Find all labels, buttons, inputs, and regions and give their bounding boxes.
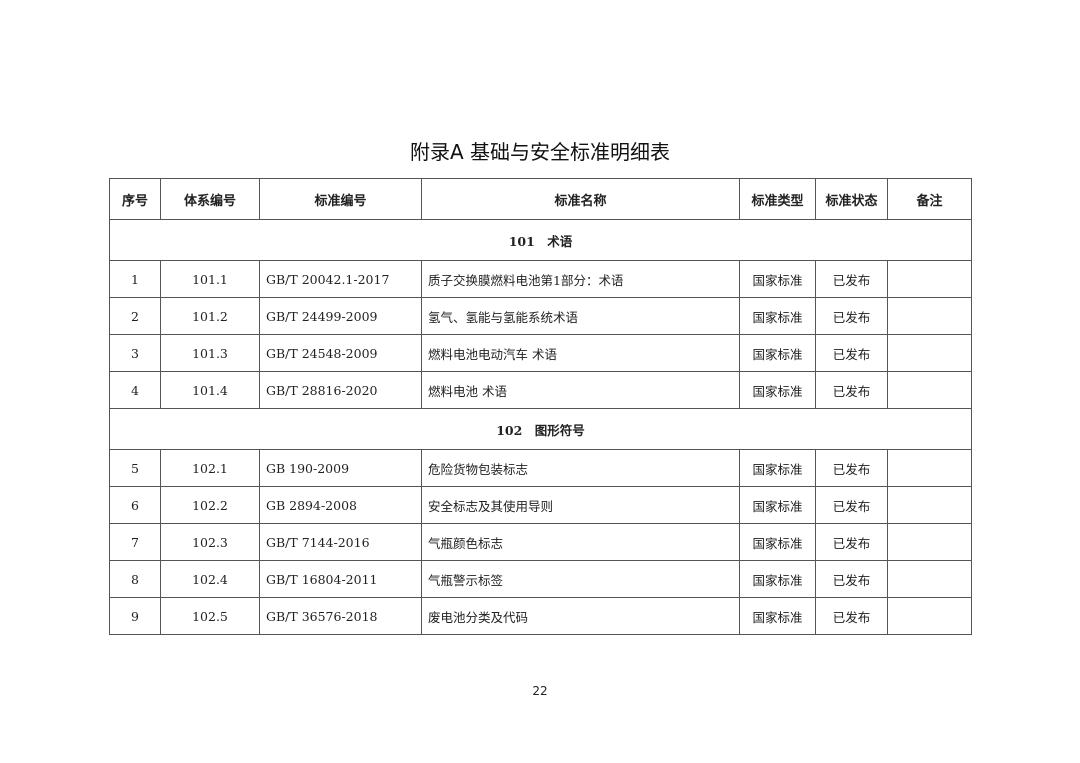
standard-type-cell: 国家标准	[739, 449, 816, 487]
serial-cell: 8	[109, 560, 161, 598]
remarks-cell	[887, 260, 972, 298]
table-row: 1 101.1 GB/T 20042.1-2017 质子交换膜燃料电池第1部分：术语国…	[109, 260, 972, 298]
standard-number-cell: GB/T 36576-2018	[259, 597, 422, 635]
standard-status-cell: 已发布	[815, 334, 888, 372]
serial-cell: 1	[109, 260, 161, 298]
standard-name-cell: 燃料电池 术语	[421, 371, 740, 409]
standard-number-cell: GB/T 24548-2009	[259, 334, 422, 372]
standard-status-cell: 已发布	[815, 297, 888, 335]
serial-cell: 4	[109, 371, 161, 409]
standard-type-cell: 国家标准	[739, 486, 816, 524]
page-title: 附录A 基础与安全标准明细表	[409, 140, 671, 164]
standard-number-cell: GB/T 7144-2016	[259, 523, 422, 561]
standard-name-cell: 安全标志及其使用导则	[421, 486, 740, 524]
standard-status-cell: 已发布	[815, 597, 888, 635]
header-cell: 体系编号	[160, 178, 260, 220]
section-label: 101 术语	[109, 219, 972, 261]
standard-name-cell: 危险货物包装标志	[421, 449, 740, 487]
remarks-cell	[887, 486, 972, 524]
section-label: 102 图形符号	[109, 408, 972, 450]
standards-table: 序号 体系编号 标准编号 标准名称 标准类型 标准状态 备注 101 术语 1 10…	[109, 178, 972, 635]
serial-cell: 2	[109, 297, 161, 335]
standard-status-cell: 已发布	[815, 560, 888, 598]
serial-cell: 9	[109, 597, 161, 635]
header-cell: 备注	[887, 178, 972, 220]
standard-number-cell: GB 190-2009	[259, 449, 422, 487]
standard-status-cell: 已发布	[815, 449, 888, 487]
serial-cell: 6	[109, 486, 161, 524]
table-row: 2 101.2 GB/T 24499-2009 氢气、氢能与氢能系统术语 国家标准 已发布	[109, 297, 972, 335]
standard-number-cell: GB/T 28816-2020	[259, 371, 422, 409]
system-code-cell: 102.1	[160, 449, 260, 487]
section-row: 101 术语	[109, 219, 972, 261]
system-code-cell: 102.2	[160, 486, 260, 524]
table-header-row: 序号 体系编号 标准编号 标准名称 标准类型 标准状态 备注	[109, 178, 972, 220]
table-row: 7 102.3 GB/T 7144-2016 气瓶颜色标志 国家标准 已发布	[109, 523, 972, 561]
header-cell: 序号	[109, 178, 161, 220]
standard-status-cell: 已发布	[815, 260, 888, 298]
serial-cell: 3	[109, 334, 161, 372]
remarks-cell	[887, 523, 972, 561]
standard-status-cell: 已发布	[815, 523, 888, 561]
table-row: 6 102.2 GB 2894-2008 安全标志及其使用导则 国家标准 已发布	[109, 486, 972, 524]
system-code-cell: 101.3	[160, 334, 260, 372]
standard-name-cell: 燃料电池电动汽车 术语	[421, 334, 740, 372]
header-cell: 标准名称	[421, 178, 740, 220]
standard-status-cell: 已发布	[815, 371, 888, 409]
system-code-cell: 101.1	[160, 260, 260, 298]
header-cell: 标准类型	[739, 178, 816, 220]
standard-number-cell: GB 2894-2008	[259, 486, 422, 524]
standard-type-cell: 国家标准	[739, 560, 816, 598]
standard-number-cell: GB/T 20042.1-2017	[259, 260, 422, 298]
table-row: 9 102.5 GB/T 36576-2018 废电池分类及代码 国家标准 已发布	[109, 597, 972, 635]
section-row: 102 图形符号	[109, 408, 972, 450]
standard-name-cell: 质子交换膜燃料电池第1部分：术语	[421, 260, 740, 298]
remarks-cell	[887, 560, 972, 598]
remarks-cell	[887, 371, 972, 409]
standard-type-cell: 国家标准	[739, 334, 816, 372]
serial-cell: 7	[109, 523, 161, 561]
standard-number-cell: GB/T 16804-2011	[259, 560, 422, 598]
header-cell: 标准状态	[815, 178, 888, 220]
system-code-cell: 102.5	[160, 597, 260, 635]
page-number: 22	[532, 684, 548, 698]
serial-cell: 5	[109, 449, 161, 487]
header-cell: 标准编号	[259, 178, 422, 220]
table-row: 3 101.3 GB/T 24548-2009 燃料电池电动汽车 术语 国家标准 已发布	[109, 334, 972, 372]
system-code-cell: 101.2	[160, 297, 260, 335]
table-row: 8 102.4 GB/T 16804-2011 气瓶警示标签 国家标准 已发布	[109, 560, 972, 598]
system-code-cell: 102.3	[160, 523, 260, 561]
remarks-cell	[887, 597, 972, 635]
standard-name-cell: 废电池分类及代码	[421, 597, 740, 635]
table-row: 5 102.1 GB 190-2009 危险货物包装标志 国家标准 已发布	[109, 449, 972, 487]
remarks-cell	[887, 297, 972, 335]
standard-name-cell: 气瓶警示标签	[421, 560, 740, 598]
standard-type-cell: 国家标准	[739, 523, 816, 561]
table-row: 4 101.4 GB/T 28816-2020 燃料电池 术语 国家标准 已发布	[109, 371, 972, 409]
remarks-cell	[887, 334, 972, 372]
standard-type-cell: 国家标准	[739, 597, 816, 635]
standard-name-cell: 氢气、氢能与氢能系统术语	[421, 297, 740, 335]
standard-type-cell: 国家标准	[739, 260, 816, 298]
system-code-cell: 101.4	[160, 371, 260, 409]
standard-number-cell: GB/T 24499-2009	[259, 297, 422, 335]
system-code-cell: 102.4	[160, 560, 260, 598]
remarks-cell	[887, 449, 972, 487]
standard-name-cell: 气瓶颜色标志	[421, 523, 740, 561]
standard-type-cell: 国家标准	[739, 371, 816, 409]
standard-status-cell: 已发布	[815, 486, 888, 524]
standard-type-cell: 国家标准	[739, 297, 816, 335]
